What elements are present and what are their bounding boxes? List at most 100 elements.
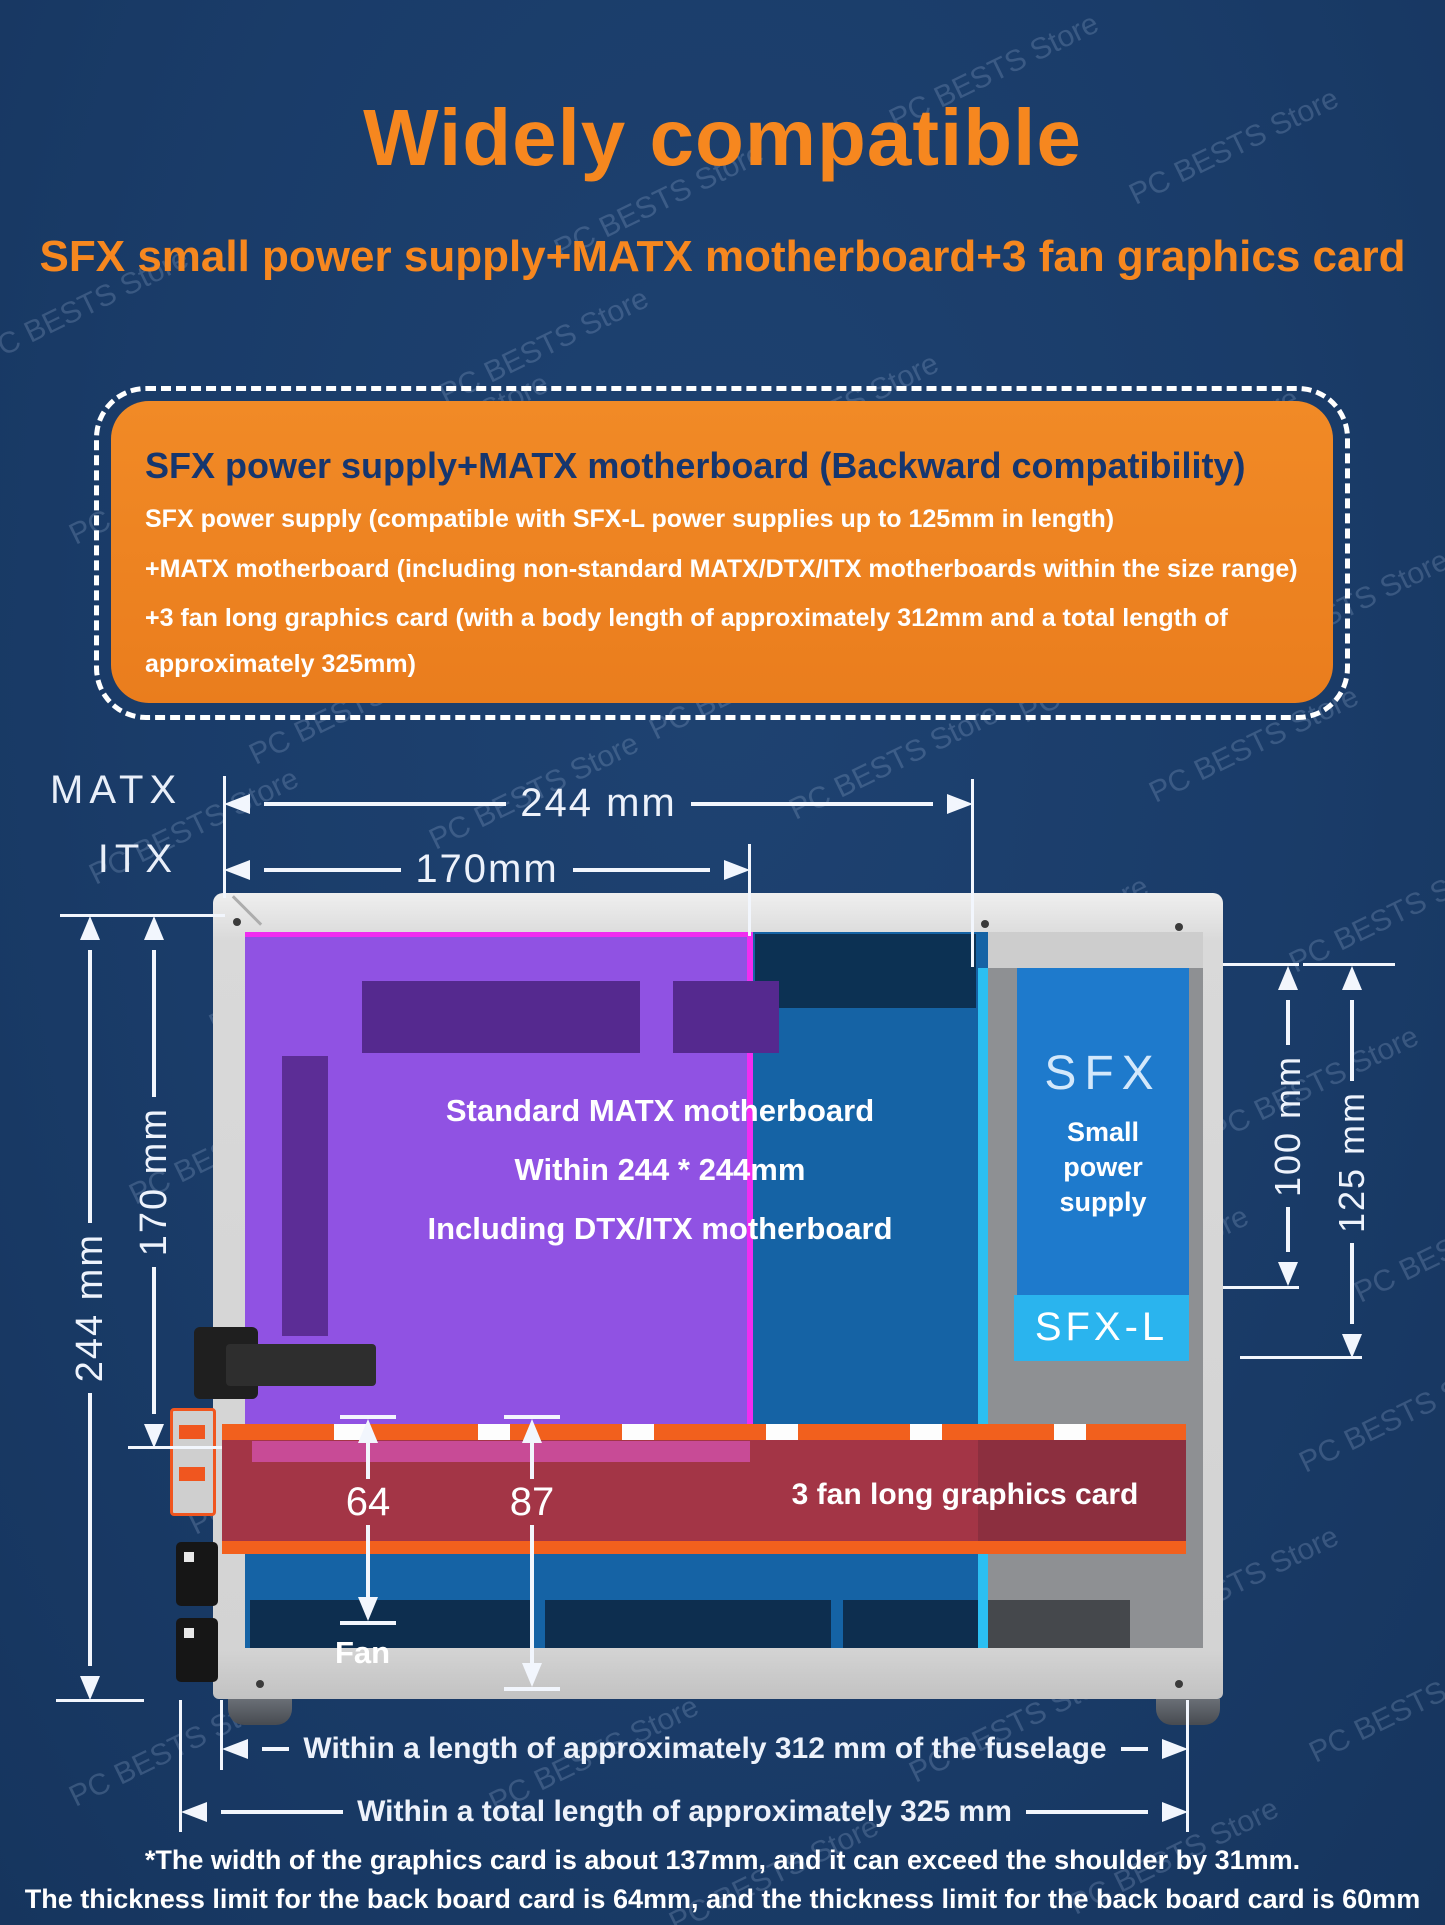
dim-line <box>88 1392 92 1666</box>
dim-label: 244 mm <box>520 781 677 825</box>
arrow-down-icon <box>80 1676 100 1700</box>
dim-body-length: Within a length of approximately 312 mm … <box>222 1732 1189 1766</box>
dim-tick <box>340 1621 396 1625</box>
rear-io-cutout <box>755 934 976 1008</box>
motherboard-caption-line: Within 244 * 244mm <box>514 1152 806 1187</box>
dim-matx-width: 244 mm <box>224 781 973 826</box>
fan-label: Fan <box>335 1635 391 1670</box>
dim-line <box>264 801 507 806</box>
gpu-label: 3 fan long graphics card <box>791 1478 1139 1511</box>
arrow-left-icon <box>181 1802 207 1822</box>
matx-label: MATX <box>50 768 183 812</box>
dim-label: 100 mm <box>1267 1054 1308 1198</box>
arrow-right-icon <box>1162 1739 1189 1759</box>
dim-itx-height: 170 mm <box>126 916 182 1448</box>
arrow-right-icon <box>1162 1802 1188 1822</box>
watermark: PC BESTS Store <box>1284 849 1445 980</box>
dim-line <box>1025 1810 1148 1814</box>
screw-icon <box>1175 923 1183 931</box>
dim-tick <box>340 1415 396 1419</box>
case-fan <box>545 1600 831 1648</box>
dim-guide-line <box>220 1700 223 1770</box>
page-subtitle: SFX small power supply+MATX motherboard+… <box>39 232 1406 281</box>
power-plugs <box>176 1542 218 1692</box>
arrow-left-icon <box>222 1739 248 1759</box>
motherboard-caption: Standard MATX motherboard Within 244 * 2… <box>340 1093 980 1270</box>
arrow-up-icon <box>144 916 164 940</box>
plug <box>176 1542 218 1606</box>
arrow-up-icon <box>522 1419 542 1443</box>
arrow-right-icon <box>947 793 973 814</box>
board-size-labels: MATX ITX <box>50 768 178 882</box>
compatibility-line: +MATX motherboard (including non-standar… <box>145 555 1298 583</box>
gpu-bottom-rail <box>222 1541 1186 1554</box>
arrow-down-icon <box>1342 1334 1362 1359</box>
dim-line <box>572 867 711 872</box>
dim-itx-width: 170mm <box>224 847 751 892</box>
dim-tick <box>60 914 225 917</box>
io-shield-zone <box>673 981 779 1053</box>
dim-tick <box>1223 1286 1299 1289</box>
dim-line <box>690 801 933 806</box>
slot-zone <box>282 1056 328 1336</box>
motherboard-caption-line: Standard MATX motherboard <box>445 1093 875 1128</box>
screw-icon <box>256 1680 264 1688</box>
arrow-down-icon <box>144 1424 164 1448</box>
dim-guide-line <box>971 779 974 967</box>
compatibility-heading: SFX power supply+MATX motherboard (Backw… <box>145 445 1246 486</box>
bracket-tab <box>179 1425 205 1439</box>
psu-sfxl-box: SFX-L <box>1014 1295 1189 1361</box>
arrow-right-icon <box>724 859 751 880</box>
dim-line <box>366 1443 370 1479</box>
dim-label: 244 mm <box>68 1233 111 1383</box>
arrow-down-icon <box>522 1663 542 1687</box>
dim-label: 170 mm <box>132 1107 175 1257</box>
arrow-left-icon <box>224 793 250 814</box>
itx-label: ITX <box>97 837 178 881</box>
compatibility-line: SFX power supply (compatible with SFX-L … <box>145 505 1115 533</box>
psu-bay-divider <box>978 968 988 1648</box>
dim-line <box>1286 1207 1290 1253</box>
dim-line <box>530 1443 534 1479</box>
dim-line <box>88 950 92 1224</box>
page-title: Widely compatible <box>363 93 1082 182</box>
psu-caption-line: Small <box>1066 1117 1140 1147</box>
dim-psu-height: 100 mm <box>1260 966 1316 1287</box>
dim-tick <box>504 1687 560 1691</box>
dim-tick <box>56 1699 144 1702</box>
bracket-tab <box>179 1467 205 1481</box>
compatibility-box: SFX power supply+MATX motherboard (Backw… <box>111 401 1333 703</box>
arrow-up-icon <box>1278 966 1298 990</box>
dim-line <box>1350 1000 1354 1081</box>
io-shield-zone <box>362 981 640 1053</box>
dim-total-length: Within a total length of approximately 3… <box>181 1795 1188 1829</box>
psu-caption-line: power <box>1063 1152 1143 1182</box>
psu-sfx-box: SFX Small power supply <box>1017 968 1189 1295</box>
dim-line <box>264 867 402 872</box>
dim-label: 87 <box>509 1480 555 1524</box>
psu-caption: Small power supply <box>1017 1115 1189 1220</box>
plug-pin <box>184 1628 194 1638</box>
screw-icon <box>233 918 241 926</box>
psu-bay-fan <box>988 1600 1130 1648</box>
compatibility-box-border <box>94 386 1350 720</box>
screw-icon <box>1175 1680 1183 1688</box>
dim-psu-long-height: 125 mm <box>1324 966 1380 1359</box>
psu-caption-line: supply <box>1059 1187 1147 1217</box>
pci-slot-bar <box>222 1424 1186 1440</box>
dim-line <box>366 1525 370 1597</box>
screw-icon <box>981 920 989 928</box>
case-foot <box>228 1699 292 1725</box>
dim-tick <box>1303 963 1395 966</box>
dim-tick <box>128 1446 222 1449</box>
dim-tick <box>1240 1356 1362 1359</box>
dim-label: 64 <box>345 1480 391 1524</box>
dim-line <box>1350 1243 1354 1325</box>
dim-label: 170mm <box>415 847 559 891</box>
gpu-area <box>222 1424 1186 1554</box>
dim-guide-line <box>1186 1700 1189 1832</box>
dim-label: Within a total length of approximately 3… <box>357 1795 1012 1828</box>
psu-type-label: SFX <box>1044 1047 1162 1100</box>
expansion-bracket <box>170 1408 216 1516</box>
dim-guide-line <box>748 844 751 936</box>
